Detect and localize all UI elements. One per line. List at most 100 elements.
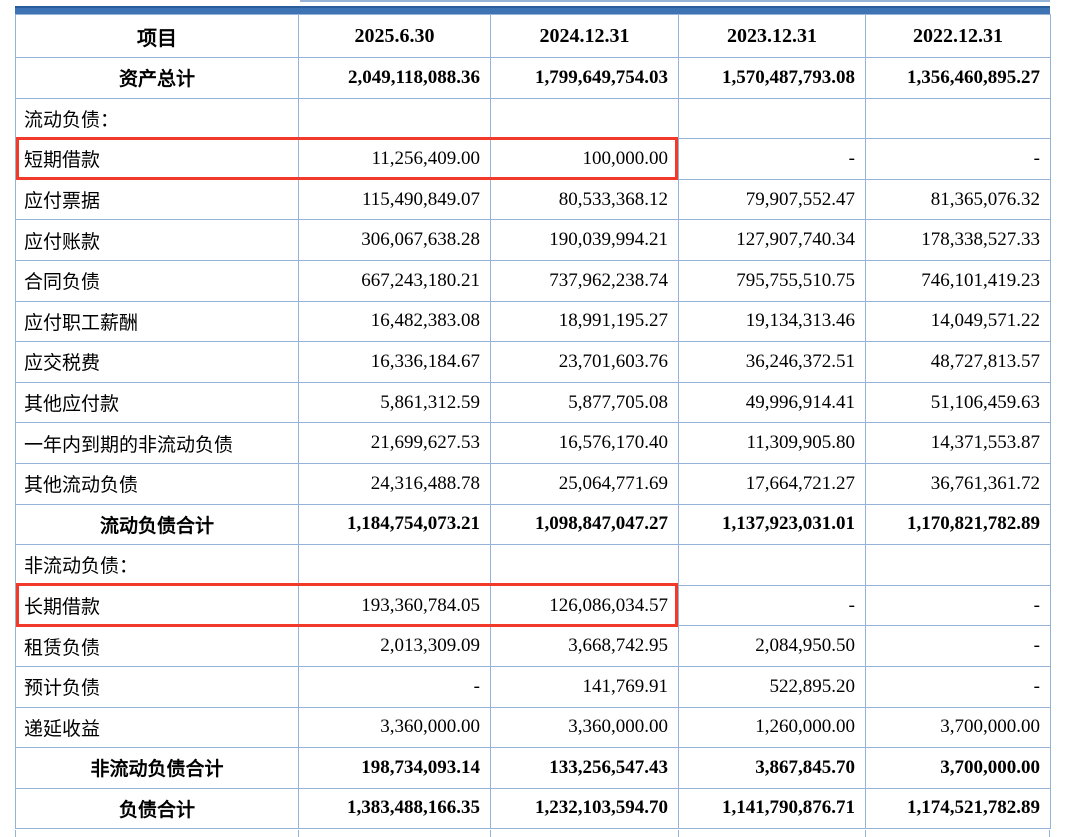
table-row: 应付账款 306,067,638.28 190,039,994.21 127,907,… <box>15 219 1051 261</box>
row-value: 36,761,361.72 <box>865 462 1051 505</box>
row-label: 应付职工薪酬 <box>15 300 299 343</box>
table-row: 应付职工薪酬 16,482,383.08 18,991,195.27 19,134,3… <box>15 300 1051 343</box>
row-value: 522,895.20 <box>678 665 866 708</box>
row-value: 1,170,821,782.89 <box>865 503 1051 546</box>
row-value <box>865 97 1051 140</box>
row-label: 流动负债合计 <box>15 503 299 546</box>
row-value: 14,049,571.22 <box>865 300 1051 343</box>
row-value: 3,360,000.00 <box>490 706 679 749</box>
table-row: 其他应付款 5,861,312.59 5,877,705.08 49,996,914.… <box>15 381 1051 424</box>
row-label: 应付账款 <box>15 219 299 261</box>
row-value: 23,701,603.76 <box>490 341 679 383</box>
row-value: - <box>298 665 491 708</box>
row-value: 19,134,313.46 <box>678 300 866 343</box>
cutoff-row-border-top <box>300 0 1050 2</box>
row-value: 3,700,000.00 <box>865 706 1051 749</box>
row-value: 2,084,950.50 <box>678 625 866 667</box>
row-value: 178,338,527.33 <box>865 219 1051 261</box>
table-row: 合同负债 667,243,180.21 737,962,238.74 795,755,… <box>15 259 1051 302</box>
row-value: - <box>678 584 866 627</box>
row-value: 126,086,034.57 <box>490 584 679 627</box>
row-value: 193,360,784.05 <box>298 584 491 627</box>
cutoff-col-divider <box>864 829 866 837</box>
table-header-row: 项目 2025.6.30 2024.12.31 2023.12.31 2022.… <box>15 14 1051 58</box>
header-cell-2023-12-31: 2023.12.31 <box>678 14 866 58</box>
cutoff-next-row <box>15 829 1050 837</box>
row-label: 其他流动负债 <box>15 462 299 505</box>
row-value: 3,668,742.95 <box>490 625 679 667</box>
row-value: 1,260,000.00 <box>678 706 866 749</box>
row-value: 1,799,649,754.03 <box>490 57 679 99</box>
table-row: 其他流动负债 24,316,488.78 25,064,771.69 17,664,7… <box>15 462 1051 505</box>
row-label: 流动负债： <box>15 97 299 140</box>
row-value: 3,700,000.00 <box>865 747 1051 789</box>
row-value: 49,996,914.41 <box>678 381 866 424</box>
table-row: 资产总计 2,049,118,088.36 1,799,649,754.03 1,57… <box>15 57 1051 99</box>
row-label: 非流动负债： <box>15 544 299 586</box>
row-value: 1,141,790,876.71 <box>678 787 866 830</box>
row-value: 18,991,195.27 <box>490 300 679 343</box>
row-value: 2,013,309.09 <box>298 625 491 667</box>
row-value: 5,877,705.08 <box>490 381 679 424</box>
header-cell-item: 项目 <box>15 14 299 58</box>
row-value: 51,106,459.63 <box>865 381 1051 424</box>
header-cell-2022-12-31: 2022.12.31 <box>865 14 1051 58</box>
table-row: 流动负债合计 1,184,754,073.21 1,098,847,047.27 1,… <box>15 503 1051 546</box>
row-value: 795,755,510.75 <box>678 259 866 302</box>
row-value: 746,101,419.23 <box>865 259 1051 302</box>
row-value: 36,246,372.51 <box>678 341 866 383</box>
row-label: 负债合计 <box>15 787 299 830</box>
row-value: 3,360,000.00 <box>298 706 491 749</box>
cutoff-col-divider <box>677 829 679 837</box>
table-row: 长期借款 193,360,784.05 126,086,034.57- - <box>15 584 1051 627</box>
row-label: 长期借款 <box>15 584 299 627</box>
row-value: 14,371,553.87 <box>865 422 1051 464</box>
table-header: 项目 2025.6.30 2024.12.31 2023.12.31 2022.… <box>15 14 1051 58</box>
liabilities-table: 项目 2025.6.30 2024.12.31 2023.12.31 2022.… <box>15 14 1051 830</box>
row-value: 190,039,994.21 <box>490 219 679 261</box>
row-value: - <box>865 138 1051 180</box>
row-label: 合同负债 <box>15 259 299 302</box>
row-value <box>298 544 491 586</box>
row-value <box>678 97 866 140</box>
row-value: 133,256,547.43 <box>490 747 679 789</box>
table-body: 资产总计 2,049,118,088.36 1,799,649,754.03 1,57… <box>15 57 1051 830</box>
row-value: 127,907,740.34 <box>678 219 866 261</box>
row-value: 5,861,312.59 <box>298 381 491 424</box>
row-value <box>490 544 679 586</box>
table-row: 租赁负债 2,013,309.09 3,668,742.95 2,084,950.50… <box>15 625 1051 667</box>
row-value: 24,316,488.78 <box>298 462 491 505</box>
row-label: 预计负债 <box>15 665 299 708</box>
row-value: 11,256,409.00 <box>298 138 491 180</box>
table-row: 流动负债： <box>15 97 1051 140</box>
row-value: - <box>865 584 1051 627</box>
row-value <box>865 544 1051 586</box>
row-value: 80,533,368.12 <box>490 178 679 221</box>
table-row: 应交税费 16,336,184.67 23,701,603.76 36,246,372… <box>15 341 1051 383</box>
row-value: 1,383,488,166.35 <box>298 787 491 830</box>
row-value: - <box>865 625 1051 667</box>
cutoff-col-divider <box>489 829 491 837</box>
row-label: 其他应付款 <box>15 381 299 424</box>
row-label: 应交税费 <box>15 341 299 383</box>
row-value: - <box>678 138 866 180</box>
table-row: 预计负债 -141,769.91 522,895.20- <box>15 665 1051 708</box>
row-value: 16,482,383.08 <box>298 300 491 343</box>
row-label: 一年内到期的非流动负债 <box>15 422 299 464</box>
row-value: 2,049,118,088.36 <box>298 57 491 99</box>
table-row: 非流动负债合计 198,734,093.14 133,256,547.43 3,867… <box>15 747 1051 789</box>
row-value: 3,867,845.70 <box>678 747 866 789</box>
table-row: 短期借款 11,256,409.00 100,000.00- - <box>15 138 1051 180</box>
row-label: 非流动负债合计 <box>15 747 299 789</box>
row-value: 1,174,521,782.89 <box>865 787 1051 830</box>
row-value: 1,570,487,793.08 <box>678 57 866 99</box>
row-value: 48,727,813.57 <box>865 341 1051 383</box>
row-value: 1,232,103,594.70 <box>490 787 679 830</box>
row-value: - <box>865 665 1051 708</box>
header-cell-2025-06-30: 2025.6.30 <box>298 14 491 58</box>
row-value: 79,907,552.47 <box>678 178 866 221</box>
row-label: 资产总计 <box>15 57 299 99</box>
cutoff-col-divider <box>297 829 299 837</box>
row-value: 1,098,847,047.27 <box>490 503 679 546</box>
